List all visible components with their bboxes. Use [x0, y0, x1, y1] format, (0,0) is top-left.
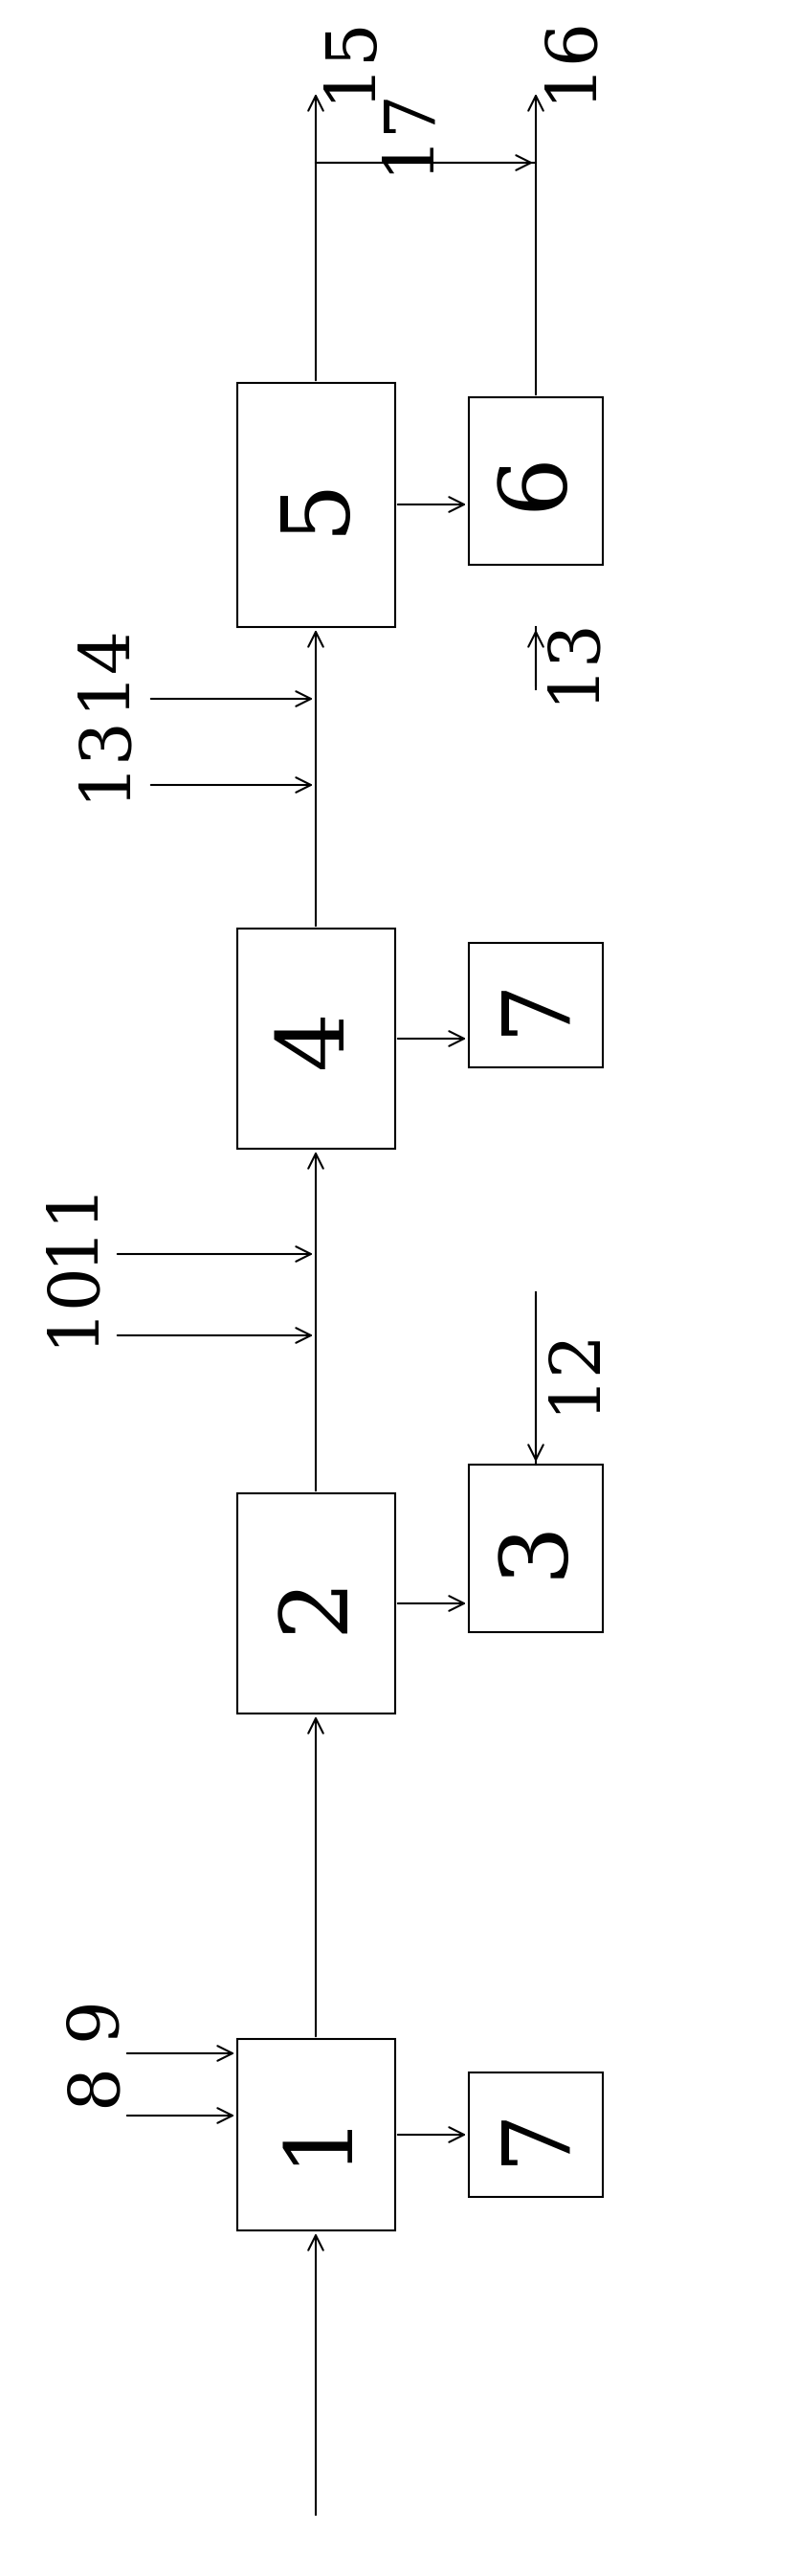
Text: 6: 6 [491, 451, 581, 510]
Bar [237, 2040, 395, 2231]
Text: 2: 2 [271, 1574, 361, 1633]
Bar [469, 397, 602, 564]
Text: 14: 14 [69, 621, 137, 708]
Bar [469, 1466, 602, 1633]
Bar [469, 943, 602, 1066]
Text: 8: 8 [62, 2063, 129, 2107]
Bar [237, 1494, 395, 1713]
Text: 11: 11 [38, 1177, 105, 1265]
Text: 13: 13 [69, 714, 137, 801]
Text: 7: 7 [491, 976, 581, 1036]
Text: 9: 9 [62, 1996, 129, 2040]
Text: 15: 15 [315, 13, 383, 100]
Text: 7: 7 [491, 2105, 581, 2164]
Text: 10: 10 [38, 1257, 105, 1345]
Text: 16: 16 [535, 13, 603, 100]
Text: 5: 5 [271, 477, 361, 536]
Bar [469, 2074, 602, 2197]
Text: 12: 12 [540, 1324, 608, 1412]
Text: 13: 13 [539, 616, 606, 703]
Text: 3: 3 [491, 1520, 581, 1579]
Text: 1: 1 [271, 2105, 361, 2164]
Text: 4: 4 [271, 1010, 361, 1069]
Bar [237, 384, 395, 626]
Text: 17: 17 [373, 85, 440, 173]
Bar [237, 927, 395, 1149]
